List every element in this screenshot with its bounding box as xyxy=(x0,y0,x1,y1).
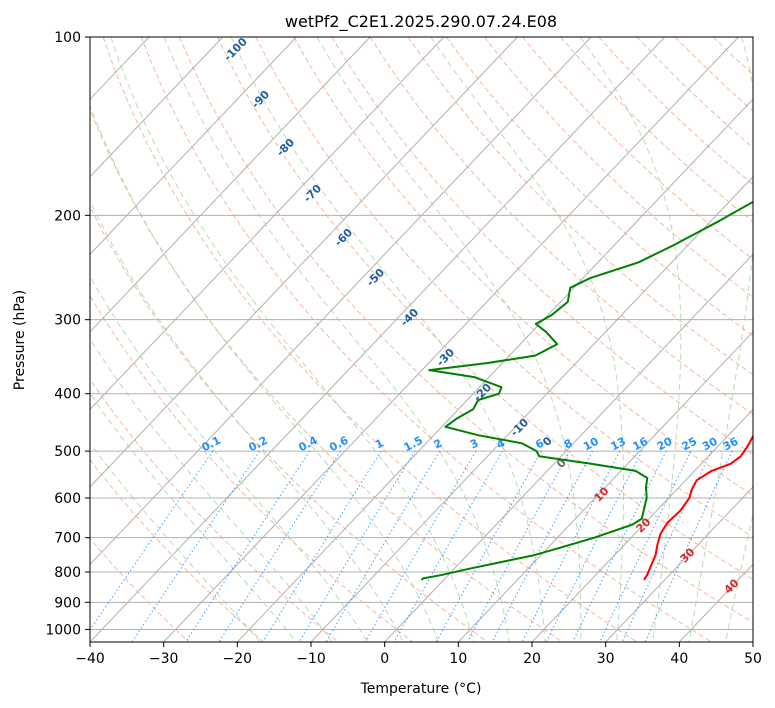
x-tick-label: 0 xyxy=(380,651,389,667)
dry-adiabat-line xyxy=(445,37,753,337)
moist-adiabat-line xyxy=(90,392,297,642)
isotherm-line xyxy=(90,37,224,178)
mixing-ratio-label: 25 xyxy=(680,435,700,454)
moist-adiabat-line xyxy=(90,338,333,642)
moist-adiabat-line xyxy=(316,37,582,642)
mixing-ratio-line xyxy=(545,450,643,642)
dry-adiabat-line xyxy=(331,37,753,456)
moist-adiabat-line xyxy=(688,37,753,642)
y-tick-label: 1000 xyxy=(45,622,81,638)
isotherm-line xyxy=(90,37,445,411)
dry-adiabat-line xyxy=(102,37,638,642)
y-axis: 100 200 300 400 500 600 700 800 900 1000 xyxy=(45,30,90,638)
x-tick-label: −40 xyxy=(75,651,105,667)
moist-adiabat-line xyxy=(90,275,369,642)
plot-frame xyxy=(89,36,754,643)
isotherm-line xyxy=(236,98,753,642)
x-tick-label: 20 xyxy=(523,651,541,667)
dry-adiabat-line xyxy=(178,37,753,623)
mixing-ratio-label: 36 xyxy=(721,435,741,454)
isotherm-line xyxy=(531,408,753,642)
mixing-ratio-label: 20 xyxy=(655,435,675,454)
mixing-ratio-line xyxy=(393,450,503,642)
isotherm-line xyxy=(90,37,371,333)
mixing-ratio-line xyxy=(467,450,571,642)
y-tick-label: 600 xyxy=(54,491,81,507)
dry-adiabat-line xyxy=(484,37,753,298)
isotherm-line xyxy=(90,37,518,488)
y-tick-label: 500 xyxy=(54,444,81,460)
moist-adiabat-line xyxy=(579,37,682,642)
y-tick-label: 900 xyxy=(54,595,81,611)
y-tick-label: 400 xyxy=(54,387,81,403)
dry-adiabat-line xyxy=(90,459,264,642)
mixing-ratio-line xyxy=(298,450,416,642)
x-tick-label: 30 xyxy=(597,651,615,667)
isotherm-line xyxy=(163,37,739,642)
y-tick-label: 200 xyxy=(54,208,81,224)
isotherm-line xyxy=(90,37,297,256)
x-axis-label: Temperature (°C) xyxy=(360,681,482,697)
mixing-ratio-label: 13 xyxy=(608,435,628,454)
mixing-ratio-label: 10 xyxy=(581,435,601,454)
isotherm-line xyxy=(90,37,666,642)
dry-adiabat-line xyxy=(90,108,563,642)
mixing-ratio-line xyxy=(491,450,594,642)
mixing-ratio-line xyxy=(435,450,542,642)
mixing-ratio-label: 30 xyxy=(700,435,720,454)
dry-adiabat-line xyxy=(90,294,414,642)
mixing-ratio-line xyxy=(521,450,621,642)
mixing-ratio-line xyxy=(599,450,692,642)
mixing-ratio-line xyxy=(572,450,667,642)
y-tick-label: 300 xyxy=(54,313,81,329)
mixing-ratio-label: 16 xyxy=(631,435,651,454)
isotherm-line xyxy=(0,37,2,642)
sounding-line xyxy=(643,434,753,581)
moist-adiabat-line xyxy=(163,37,510,642)
x-tick-label: 10 xyxy=(449,651,467,667)
isotherm-line xyxy=(90,37,592,566)
isotherm-line xyxy=(310,176,753,642)
plot-background xyxy=(90,37,753,642)
y-tick-label: 700 xyxy=(54,531,81,547)
moist-adiabat-line xyxy=(90,104,439,642)
x-tick-label: 50 xyxy=(744,651,762,667)
x-tick-label: −10 xyxy=(296,651,326,667)
isotherm-line xyxy=(457,331,753,642)
series-layer xyxy=(420,200,753,581)
mixing-ratio-line xyxy=(262,450,382,642)
sounding-line xyxy=(420,200,753,581)
dry-adiabat-line xyxy=(407,37,753,376)
isotherm-line xyxy=(384,253,753,642)
dry-adiabat-line xyxy=(751,37,753,40)
mixing-ratio-line xyxy=(90,450,214,631)
dry-adiabat-line xyxy=(140,37,712,642)
mixing-ratio-line xyxy=(644,450,733,642)
x-axis: −40 −30 −20 −10 0 10 20 30 40 50 xyxy=(75,642,762,667)
moist-adiabat-line xyxy=(230,37,546,642)
isotherm-line xyxy=(605,486,753,642)
x-tick-label: −20 xyxy=(223,651,253,667)
dry-adiabat-line xyxy=(293,37,753,496)
y-tick-label: 800 xyxy=(54,565,81,581)
moist-adiabat-line xyxy=(762,37,775,642)
chart-title: wetPf2_C2E1.2025.290.07.24.E08 xyxy=(285,12,557,32)
dry-adiabat-line xyxy=(90,205,488,642)
background-lines xyxy=(0,37,775,642)
y-tick-label: 100 xyxy=(54,30,81,46)
mixing-ratio-line xyxy=(131,450,261,642)
y-axis-label: Pressure (hPa) xyxy=(12,290,28,390)
isotherm-line xyxy=(752,641,753,642)
x-tick-label: 40 xyxy=(670,651,688,667)
x-tick-label: −30 xyxy=(149,651,179,667)
